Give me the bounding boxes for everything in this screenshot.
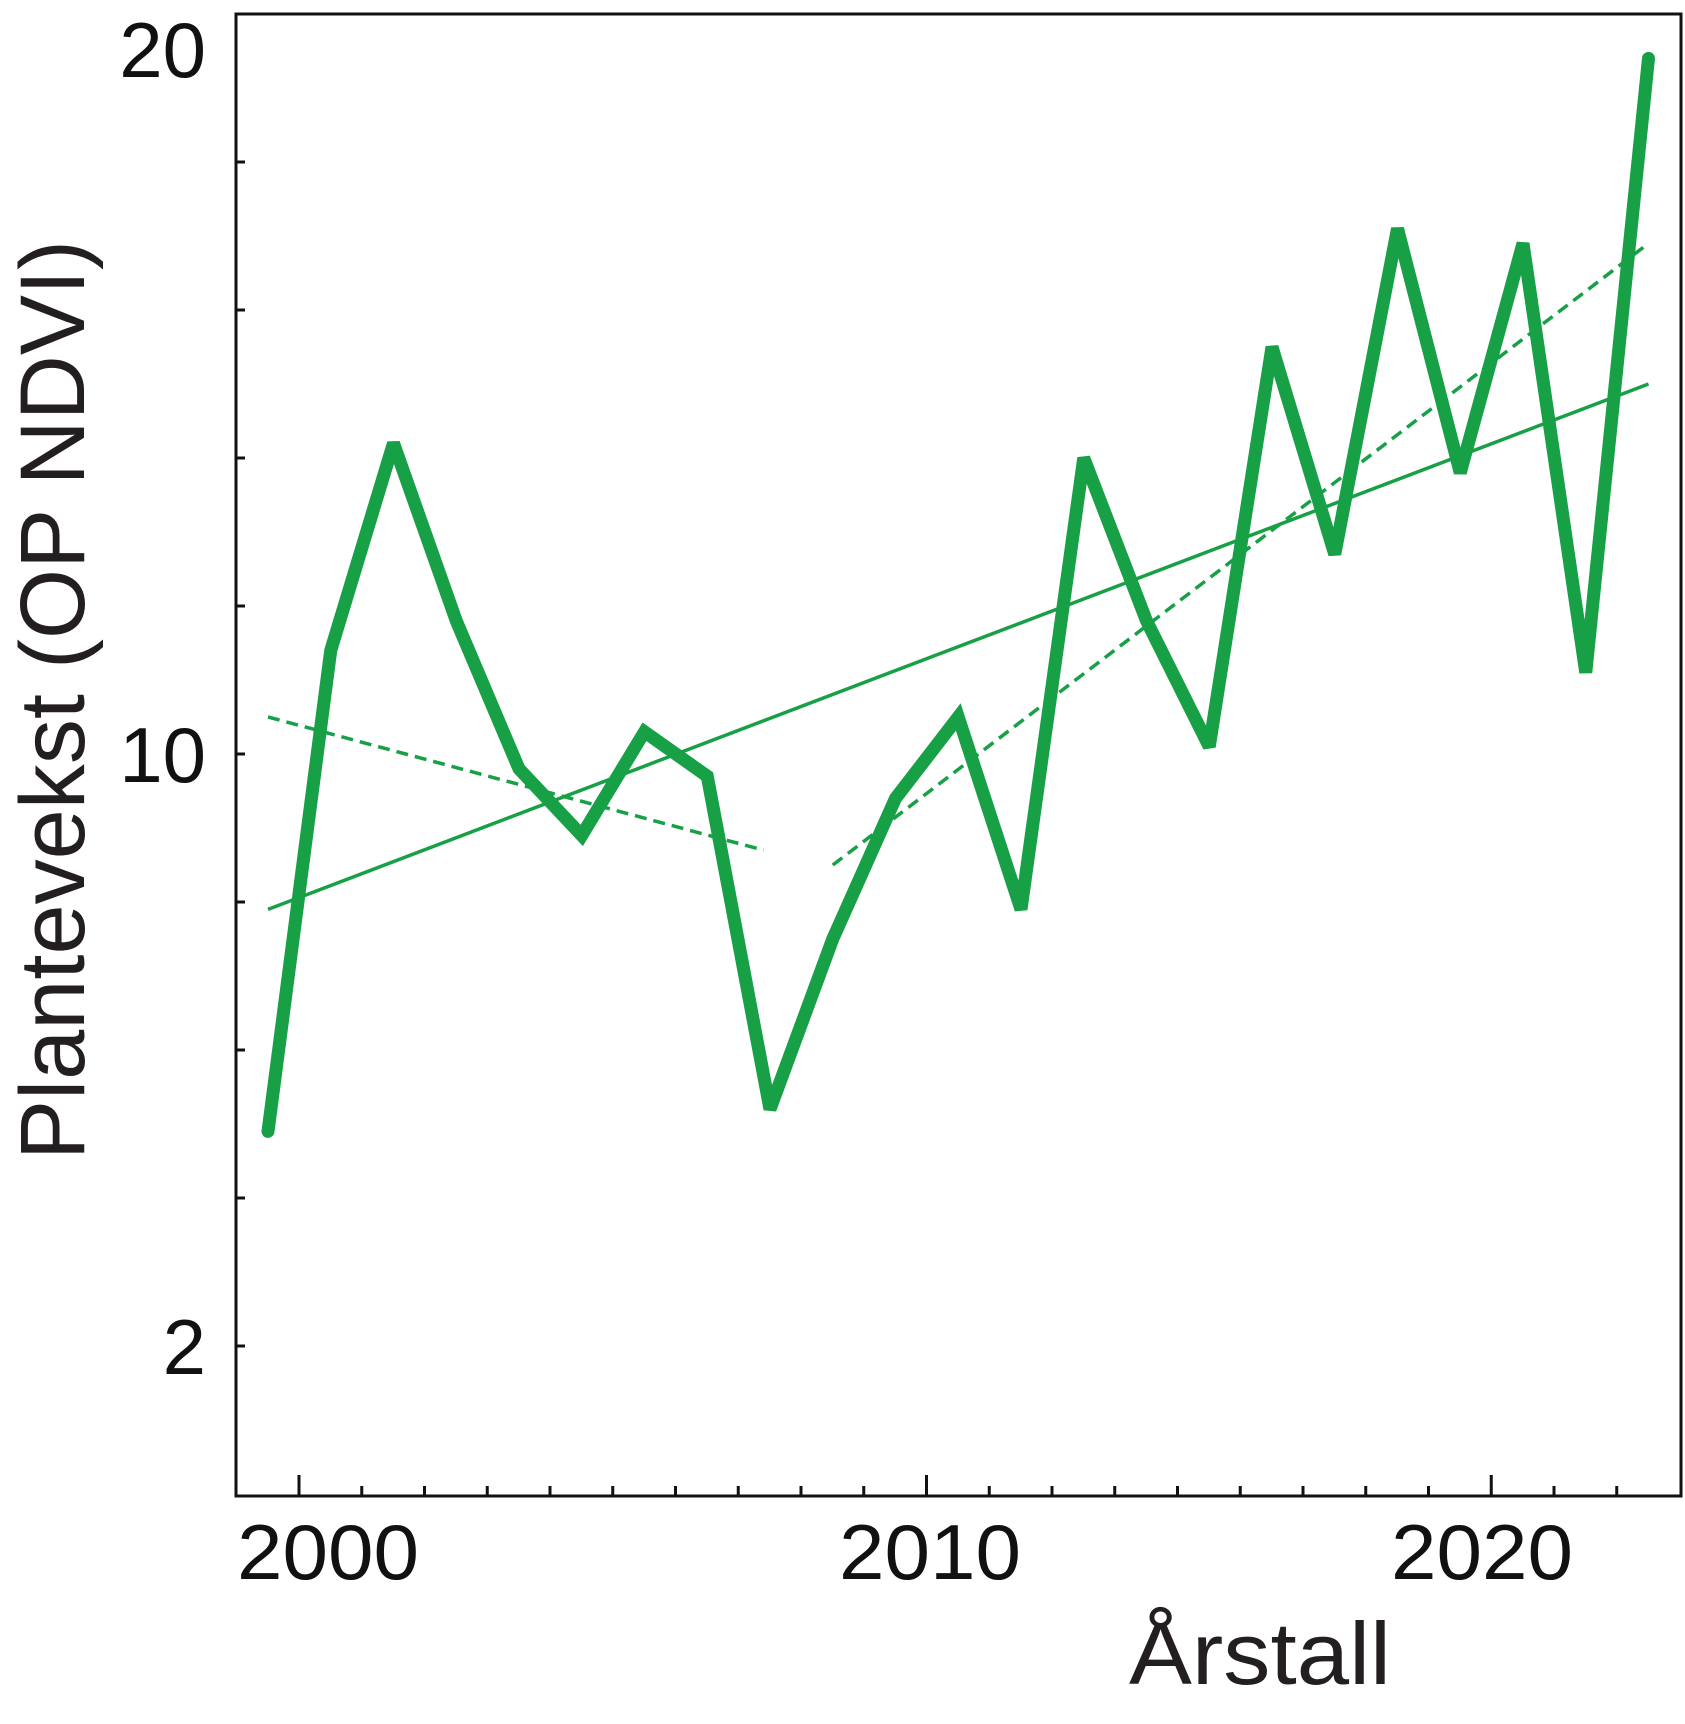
x-tick-label: 2000	[237, 1508, 419, 1596]
series-line	[261, 51, 1655, 1138]
x-tick-label: 2010	[839, 1508, 1021, 1596]
x-axis-label: Årstall	[1129, 1604, 1391, 1703]
solid-trend-line	[267, 382, 1650, 912]
data-series	[261, 51, 1655, 1138]
y-tick-label: 2	[163, 1303, 206, 1391]
trend-lines	[267, 242, 1650, 912]
axis-ticks	[236, 160, 1619, 1496]
dashed-trend-line	[267, 715, 765, 852]
y-axis-label: Plantevekst (OP NDVI)	[2, 240, 104, 1160]
x-tick-label: 2020	[1391, 1508, 1573, 1596]
y-tick-label: 20	[119, 6, 206, 94]
plot-frame	[234, 12, 1683, 1498]
y-tick-label: 10	[119, 711, 206, 799]
y-tick-labels: 2 10 20	[119, 6, 206, 1391]
x-tick-labels: 2000 2010 2020	[237, 1508, 1573, 1596]
